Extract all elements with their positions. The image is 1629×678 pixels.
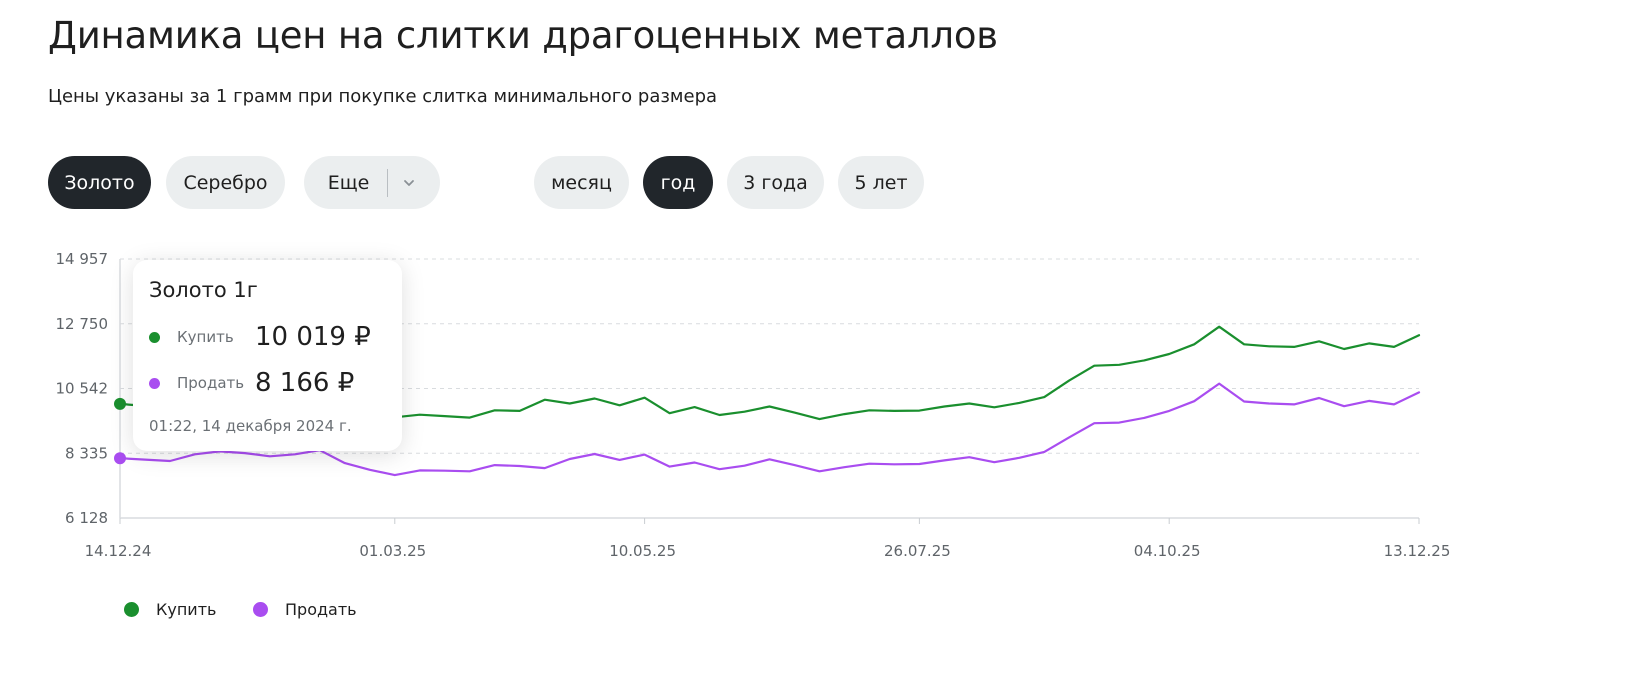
y-tick-label: 6 128 [65, 509, 108, 527]
x-tick-label: 14.12.24 [85, 542, 152, 560]
x-tick-label: 01.03.25 [359, 542, 426, 560]
period-tab-3-years-label: 3 года [743, 171, 808, 194]
tab-silver[interactable]: Серебро [166, 156, 285, 209]
period-tab-year[interactable]: год [643, 156, 713, 209]
x-tick-label: 10.05.25 [609, 542, 676, 560]
more-metals-dropdown[interactable]: Еще [304, 156, 440, 209]
sell-series-line [118, 382, 1421, 477]
period-tab-5-years[interactable]: 5 лет [838, 156, 924, 209]
period-tab-3-years[interactable]: 3 года [727, 156, 824, 209]
legend-sell-dot-icon [253, 602, 268, 617]
tooltip-title: Золото 1г [149, 278, 258, 302]
y-axis: 14 957 12 750 10 542 8 335 6 128 [56, 250, 109, 527]
tooltip-date: 01:22, 14 декабря 2024 г. [149, 417, 352, 435]
buy-point-marker [114, 397, 126, 410]
tooltip-sell-row: Продать 8 166 ₽ [149, 368, 354, 398]
tooltip-buy-value: 10 019 ₽ [255, 322, 371, 352]
x-tick-label: 13.12.25 [1384, 542, 1451, 560]
y-tick-label: 10 542 [56, 380, 109, 398]
x-axis: 14.12.24 01.03.25 10.05.25 26.07.25 04.10.25… [85, 518, 1451, 560]
tab-silver-label: Серебро [183, 171, 268, 194]
y-tick-label: 8 335 [65, 444, 108, 462]
dropdown-divider [387, 168, 389, 197]
more-metals-label: Еще [327, 171, 370, 194]
period-tab-month-label: месяц [551, 171, 612, 194]
tooltip-buy-label: Купить [177, 328, 234, 346]
period-tab-5-years-label: 5 лет [854, 171, 908, 194]
tooltip-buy-row: Купить 10 019 ₽ [149, 322, 371, 352]
period-tab-month[interactable]: месяц [534, 156, 629, 209]
chart-tooltip: Золото 1г Купить 10 019 ₽ Продать 8 166 … [133, 260, 402, 451]
tooltip-sell-value: 8 166 ₽ [255, 368, 355, 398]
period-tab-year-label: год [660, 171, 696, 194]
chart-markers [114, 397, 126, 465]
x-tick-label: 04.10.25 [1134, 542, 1201, 560]
buy-dot-icon [149, 331, 160, 343]
y-tick-label: 12 750 [56, 315, 109, 333]
legend-buy-label: Купить [156, 600, 217, 619]
legend-buy-dot-icon [124, 602, 139, 617]
legend-item-buy[interactable]: Купить [124, 600, 216, 619]
tab-gold[interactable]: Золото [48, 156, 151, 209]
sell-point-marker [114, 452, 126, 465]
legend-sell-label: Продать [285, 600, 357, 619]
tab-gold-label: Золото [64, 171, 135, 194]
y-tick-label: 14 957 [56, 250, 109, 268]
x-tick-label: 26.07.25 [884, 542, 951, 560]
legend-item-sell[interactable]: Продать [253, 600, 357, 619]
page-subtitle: Цены указаны за 1 грамм при покупке слит… [48, 86, 718, 107]
tooltip-sell-label: Продать [177, 374, 245, 392]
page-title: Динамика цен на слитки драгоценных метал… [48, 14, 998, 57]
chevron-down-icon [404, 179, 415, 186]
sell-dot-icon [149, 377, 160, 389]
